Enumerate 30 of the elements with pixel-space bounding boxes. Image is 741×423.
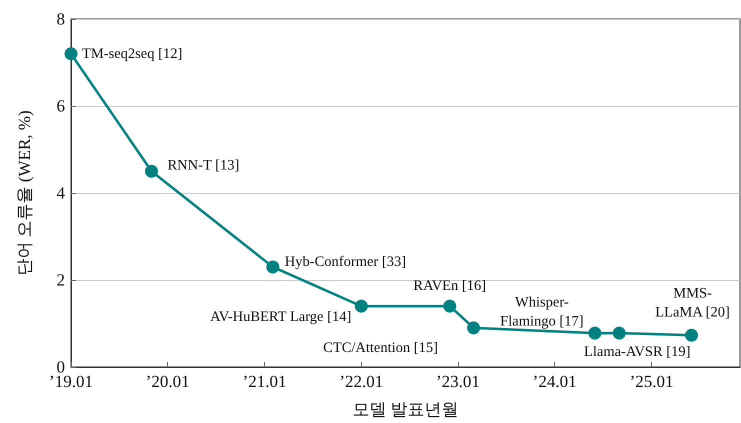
annotation: TM-seq2seq [12] xyxy=(82,46,182,62)
y-axis-title: 단어 오류율 (WER, %) xyxy=(15,110,34,276)
point xyxy=(685,328,698,342)
x-tick-label: ’24.01 xyxy=(532,372,577,391)
annotation: RNN-T [13] xyxy=(168,157,240,174)
y-tick-label: 2 xyxy=(56,270,65,290)
x-tick-label: ’23.01 xyxy=(436,372,480,391)
x-tick-label: ’25.01 xyxy=(630,372,674,391)
point xyxy=(588,326,602,340)
y-tick-label: 6 xyxy=(56,96,65,116)
annotation: CTC/Attention [15] xyxy=(323,340,438,356)
point xyxy=(64,47,78,60)
annotation: RAVEn [16] xyxy=(413,278,486,294)
x-tick-label: ’20.01 xyxy=(146,372,190,391)
annotation: Hyb-Conformer [33] xyxy=(284,254,406,270)
x-axis-title: 모델 발표년월 xyxy=(352,400,459,419)
point xyxy=(467,321,480,334)
y-tick-label: 8 xyxy=(56,10,65,28)
annotation: MMS- LLaMA [20] xyxy=(655,286,730,321)
x-tick-label: ’22.01 xyxy=(339,372,384,391)
point xyxy=(354,300,368,313)
point xyxy=(443,300,456,313)
x-tick-label: ’21.01 xyxy=(242,372,287,391)
annotation: Whisper- Flamingo [17] xyxy=(500,294,584,330)
annotation: Llama-AVSR [19] xyxy=(584,344,690,360)
y-tick-label: 4 xyxy=(56,184,66,202)
annotation: AV-HuBERT Large [14] xyxy=(210,309,352,326)
point xyxy=(145,164,158,178)
point xyxy=(612,326,626,340)
point xyxy=(266,260,280,274)
